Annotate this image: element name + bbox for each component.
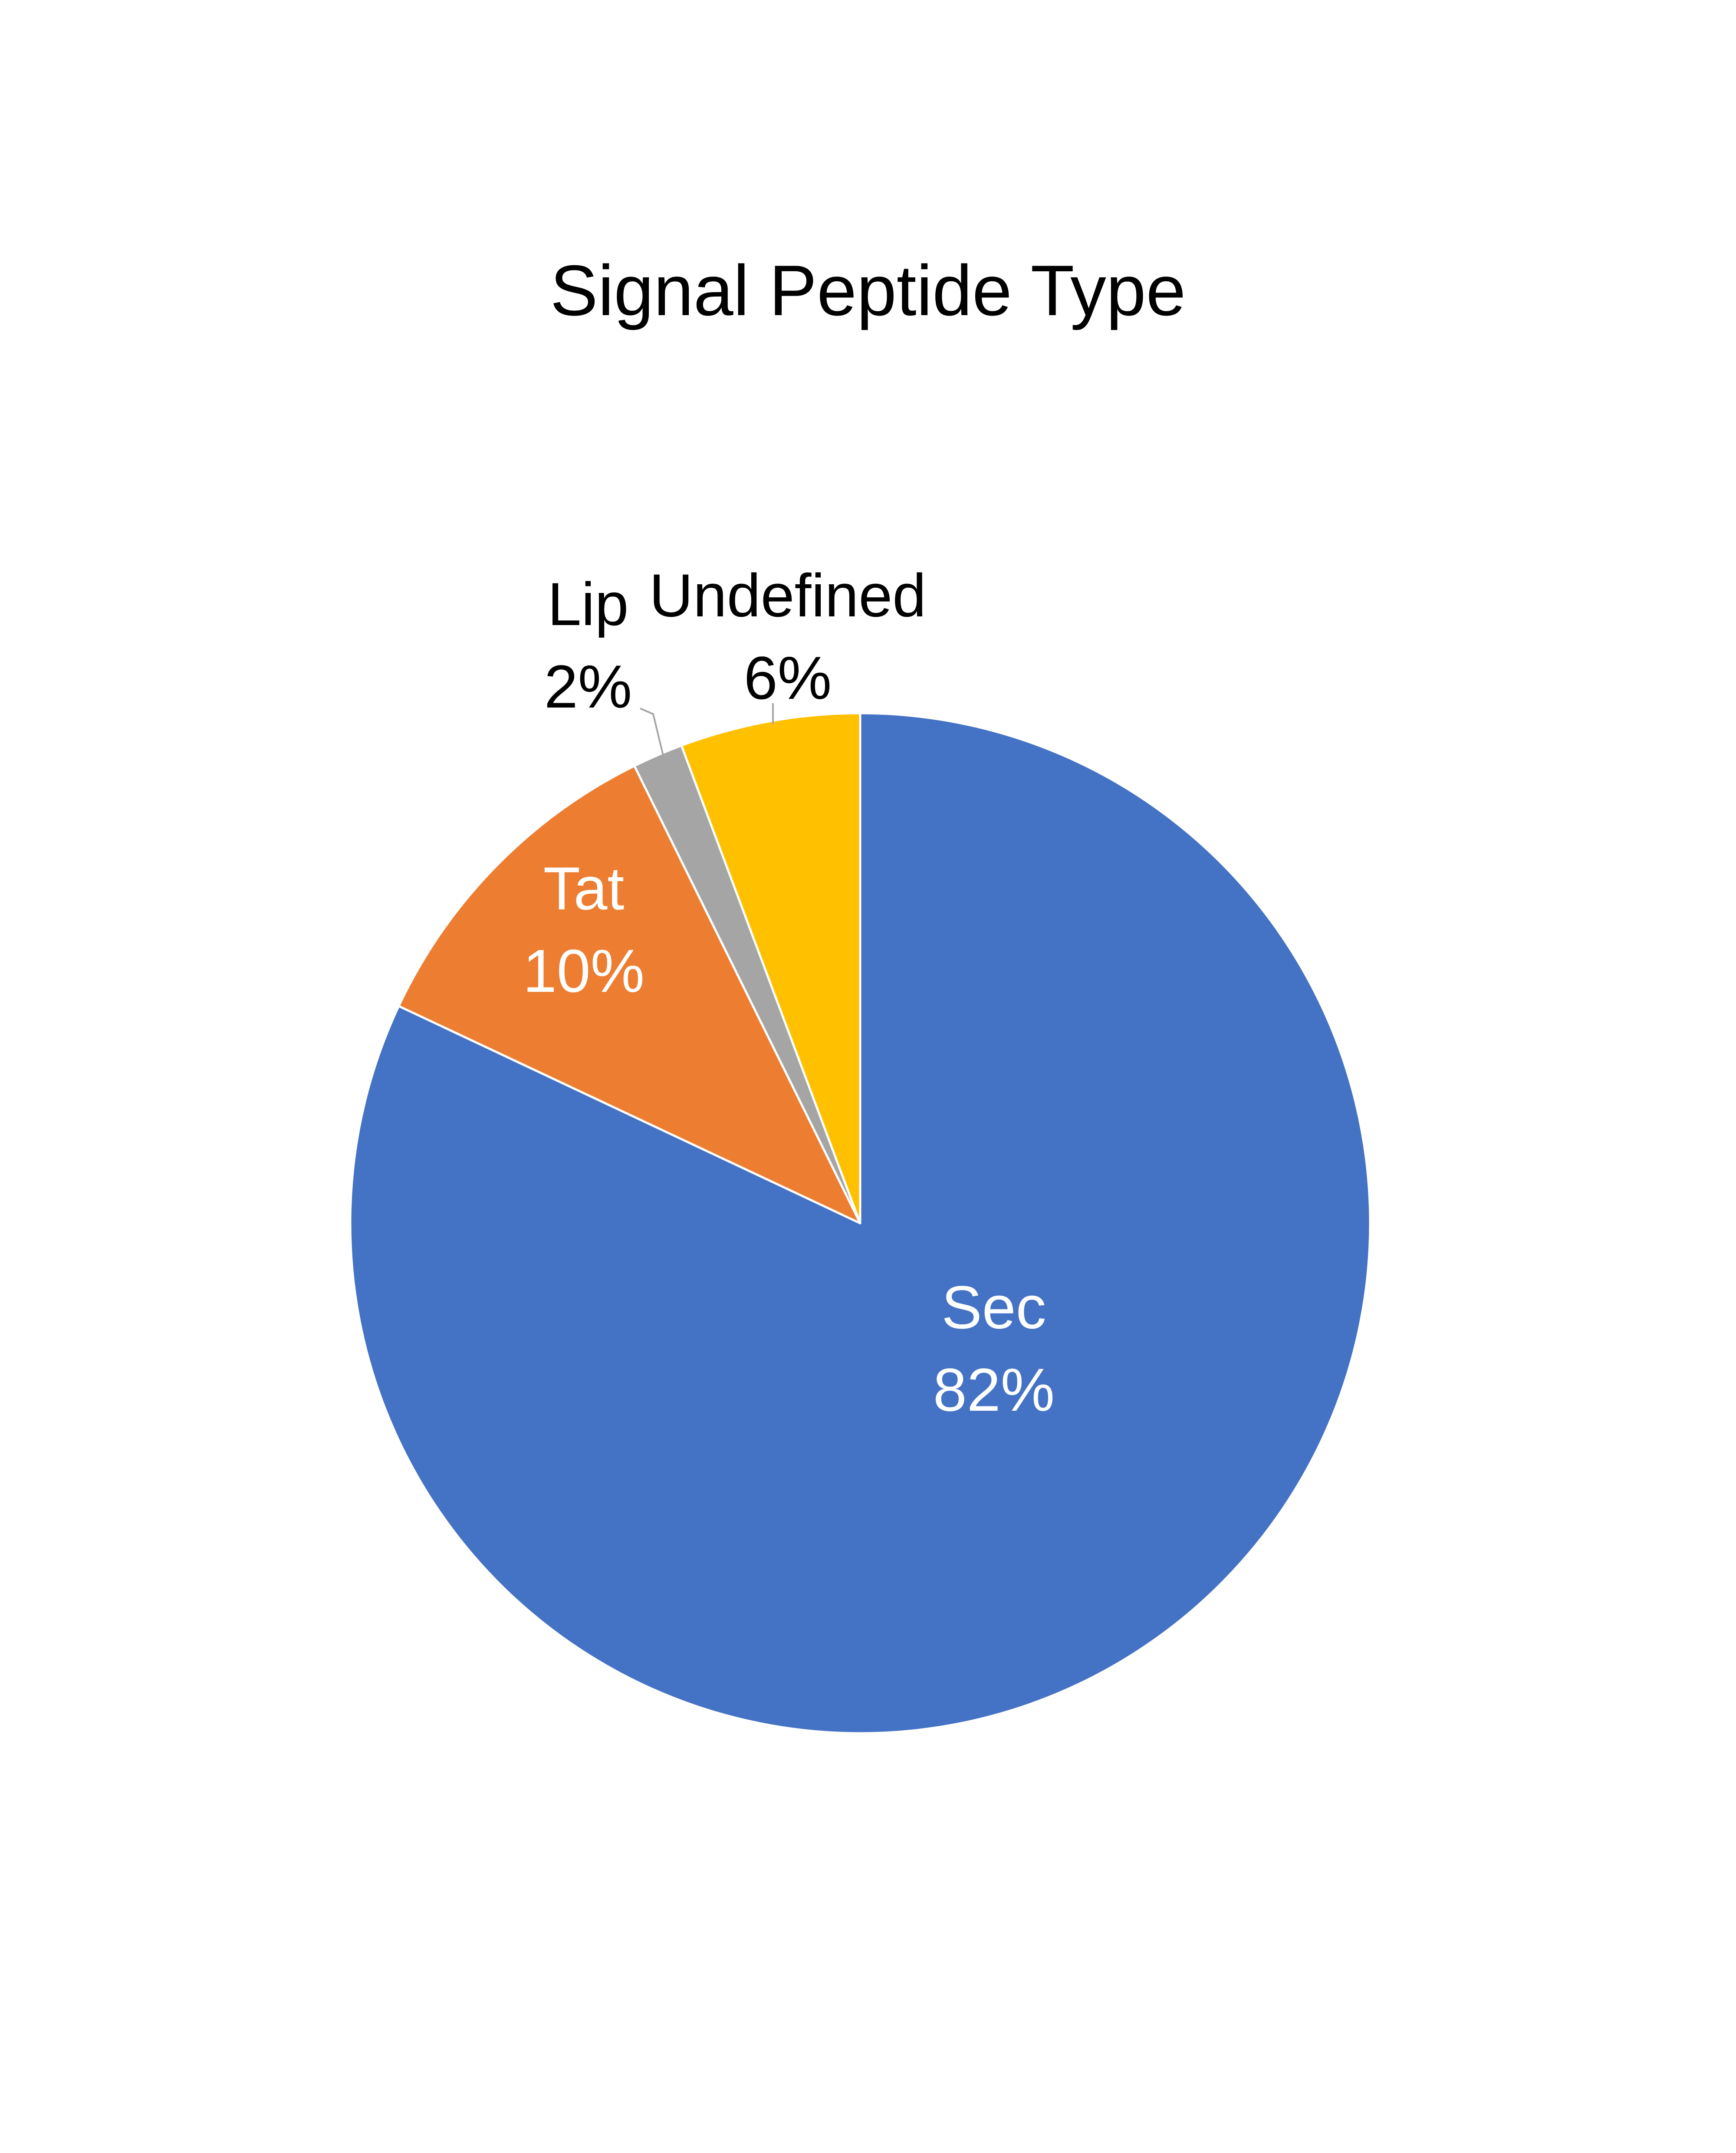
slice-name-label-tat: Tat <box>543 854 625 922</box>
slice-percent-label-sec: 82% <box>933 1356 1055 1424</box>
chart-title: Signal Peptide Type <box>550 250 1186 330</box>
pie-slices <box>349 712 1371 1735</box>
leader-line-lip <box>640 708 664 756</box>
slice-name-label-sec: Sec <box>941 1273 1046 1341</box>
pie-slice-tat <box>398 764 861 1225</box>
slice-labels: Sec 82% Tat 10% Lip 2%Undefined 6% <box>523 561 1055 1424</box>
slice-percent-label-tat: 10% <box>523 937 644 1005</box>
slice-percent-label-undefined: 6% <box>744 644 832 712</box>
leader-lines <box>640 703 774 756</box>
slice-name-label-lip: Lip <box>548 570 629 638</box>
slice-percent-label-lip: 2% <box>544 652 632 721</box>
pie-slice-undefined <box>680 712 861 1225</box>
slice-name-label-undefined: Undefined <box>649 561 926 629</box>
